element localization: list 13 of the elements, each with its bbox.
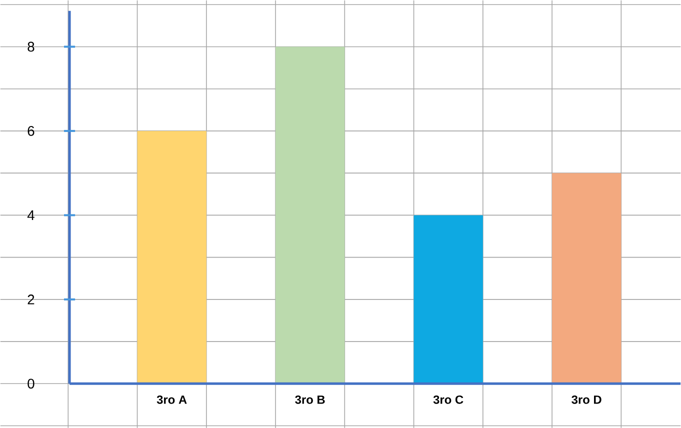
bar	[137, 130, 206, 384]
x-tick-label: 3ro A	[156, 395, 187, 404]
x-tick-label: 3ro B	[295, 395, 325, 404]
bar	[276, 46, 345, 384]
bar	[414, 215, 483, 384]
y-tick-label: 8	[28, 42, 34, 52]
y-tick-label: 4	[27, 210, 34, 220]
y-tick-label: 0	[28, 378, 34, 388]
y-tick-label: 6	[28, 126, 34, 136]
x-tick-label: 3ro D	[572, 395, 602, 404]
x-tick-label: 3ro C	[433, 395, 464, 404]
y-tick-label: 2	[28, 294, 34, 304]
bar	[552, 172, 622, 384]
